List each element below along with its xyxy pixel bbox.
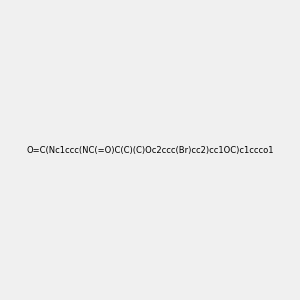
Text: O=C(Nc1ccc(NC(=O)C(C)(C)Oc2ccc(Br)cc2)cc1OC)c1ccco1: O=C(Nc1ccc(NC(=O)C(C)(C)Oc2ccc(Br)cc2)cc… <box>26 146 274 154</box>
